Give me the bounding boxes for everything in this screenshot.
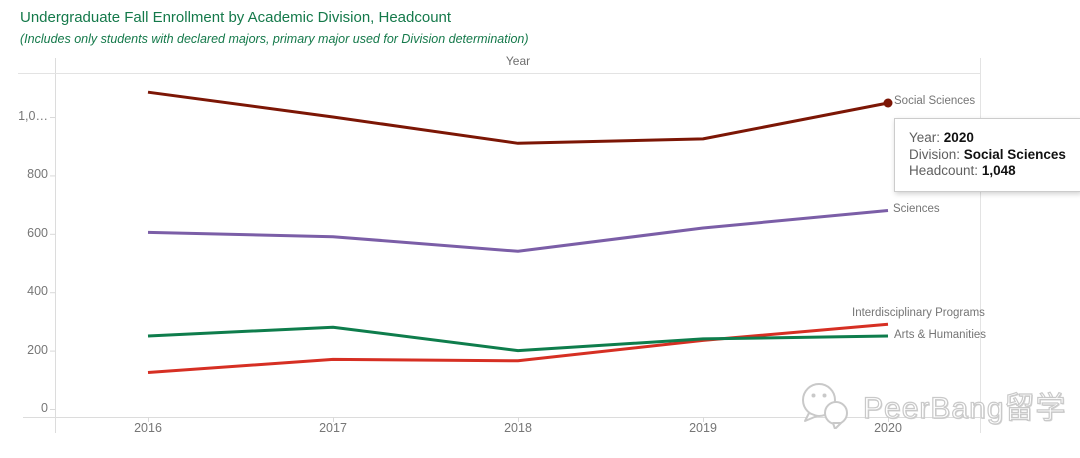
tooltip-row-year: Year: 2020 (909, 130, 974, 145)
y-tick-label: 0 (41, 401, 48, 415)
wechat-icon (802, 383, 848, 429)
series-label-interdisciplinary-programs: Interdisciplinary Programs (852, 307, 985, 319)
x-tick-label: 2020 (874, 421, 902, 435)
watermark-text: PeerBang留学 (862, 391, 1067, 425)
x-tick-label: 2019 (689, 421, 717, 435)
x-tick-label: 2017 (319, 421, 347, 435)
x-axis-title: Year (505, 54, 531, 68)
y-tick-label: 1,0… (18, 109, 48, 123)
x-tick-label: 2016 (134, 421, 162, 435)
y-tick-label: 400 (27, 284, 48, 298)
y-tick-label: 800 (27, 167, 48, 181)
series-endpoint-dot-social-sciences[interactable] (883, 98, 893, 108)
y-tick-label: 600 (27, 226, 48, 240)
tooltip: Year: 2020 Division: Social Sciences Hea… (894, 118, 1080, 192)
series-line-arts-humanities[interactable] (147, 325, 889, 353)
series-label-arts-humanities: Arts & Humanities (894, 329, 987, 341)
series-label-social-sciences: Social Sciences (894, 95, 976, 107)
tooltip-row-headcount: Headcount: 1,048 (909, 163, 1016, 178)
page-subtitle: (Includes only students with declared ma… (20, 32, 529, 46)
y-tick-label: 200 (27, 343, 48, 357)
page-title: Undergraduate Fall Enrollment by Academi… (20, 9, 452, 26)
series-line-interdisciplinary-programs[interactable] (147, 322, 889, 374)
series-label-sciences: Sciences (893, 203, 940, 215)
x-tick-label: 2018 (504, 421, 532, 435)
tooltip-row-division: Division: Social Sciences (909, 146, 1066, 162)
series-line-social-sciences[interactable] (147, 90, 889, 145)
watermark: PeerBang留学 (795, 381, 1066, 429)
series-line-sciences[interactable] (147, 209, 889, 253)
